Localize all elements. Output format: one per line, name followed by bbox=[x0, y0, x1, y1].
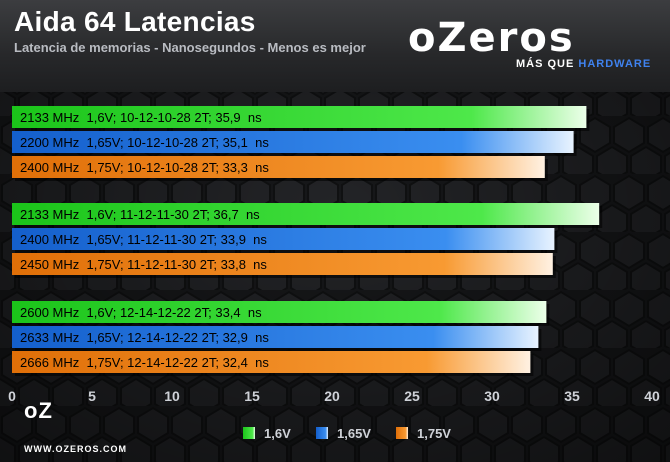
bar-label-g1-3: 2400 MHz 1,75V; 10-12-10-28 2T; 33,3 ns bbox=[20, 160, 269, 175]
bar-label-g1-1: 2133 MHz 1,6V; 10-12-10-28 2T; 35,9 ns bbox=[20, 110, 262, 125]
bar-label-g2-3: 2450 MHz 1,75V; 11-12-11-30 2T; 33,8 ns bbox=[20, 257, 267, 272]
legend-label: 1,65V bbox=[337, 426, 371, 441]
legend-label: 1,6V bbox=[264, 426, 291, 441]
bar-g1-2 bbox=[12, 131, 574, 153]
legend-swatch bbox=[243, 427, 255, 439]
header-band bbox=[0, 0, 670, 92]
x-tick-label: 20 bbox=[324, 388, 340, 404]
site-url: WWW.OZEROS.COM bbox=[24, 444, 127, 454]
bar-g1-3 bbox=[12, 156, 545, 178]
x-tick-label: 15 bbox=[244, 388, 260, 404]
logo-tagline: MÁS QUE HARDWARE bbox=[516, 58, 651, 70]
bar-g1-1 bbox=[12, 106, 587, 128]
bar-label-g3-3: 2666 MHz 1,75V; 12-14-12-22 2T; 32,4 ns bbox=[20, 355, 269, 370]
x-tick-label: 35 bbox=[564, 388, 580, 404]
bar-label-g3-2: 2633 MHz 1,65V; 12-14-12-22 2T; 32,9 ns bbox=[20, 330, 269, 345]
bars-layer: 2133 MHz 1,6V; 10-12-10-28 2T; 35,9 ns 22… bbox=[12, 106, 603, 376]
bottom-logo-wordmark: oZ bbox=[24, 398, 53, 423]
bar-g2-1 bbox=[12, 203, 600, 225]
legend-swatch bbox=[396, 427, 408, 439]
x-tick-label: 5 bbox=[88, 388, 96, 404]
bar-g2-2 bbox=[12, 228, 555, 250]
bottom-logo: oZ WWW.OZEROS.COM bbox=[24, 398, 128, 460]
x-tick-label: 10 bbox=[164, 388, 180, 404]
legend-label: 1,75V bbox=[417, 426, 451, 441]
bar-g3-1 bbox=[12, 301, 547, 323]
x-tick-label: 30 bbox=[484, 388, 500, 404]
x-tick-label: 0 bbox=[8, 388, 16, 404]
logo-tagline-pre: MÁS QUE bbox=[516, 58, 575, 70]
chart-subtitle: Latencia de memorias - Nanosegundos - Me… bbox=[14, 40, 366, 55]
bar-g3-3 bbox=[12, 351, 531, 373]
legend-swatch bbox=[316, 427, 328, 439]
x-axis-ticks: 0 5 10 15 20 25 30 35 40 bbox=[8, 388, 660, 404]
bar-label-g2-2: 2400 MHz 1,65V; 11-12-11-30 2T; 33,9 ns bbox=[20, 232, 267, 247]
x-tick-label: 25 bbox=[404, 388, 420, 404]
bar-label-g3-1: 2600 MHz 1,6V; 12-14-12-22 2T; 33,4 ns bbox=[20, 305, 262, 320]
x-tick-label: 40 bbox=[644, 388, 660, 404]
chart-title: Aida 64 Latencias bbox=[14, 6, 256, 37]
legend: 1,6V 1,65V 1,75V bbox=[243, 426, 451, 441]
logo-tagline-post: HARDWARE bbox=[578, 58, 652, 70]
logo-wordmark: oZeros bbox=[408, 15, 575, 61]
bar-label-g1-2: 2200 MHz 1,65V; 10-12-10-28 2T; 35,1 ns bbox=[20, 135, 269, 150]
bar-g3-2 bbox=[12, 326, 539, 348]
ozeros-logo: oZeros MÁS QUE HARDWARE bbox=[408, 14, 660, 76]
bar-g2-3 bbox=[12, 253, 553, 275]
bar-label-g2-1: 2133 MHz 1,6V; 11-12-11-30 2T; 36,7 ns bbox=[20, 207, 260, 222]
